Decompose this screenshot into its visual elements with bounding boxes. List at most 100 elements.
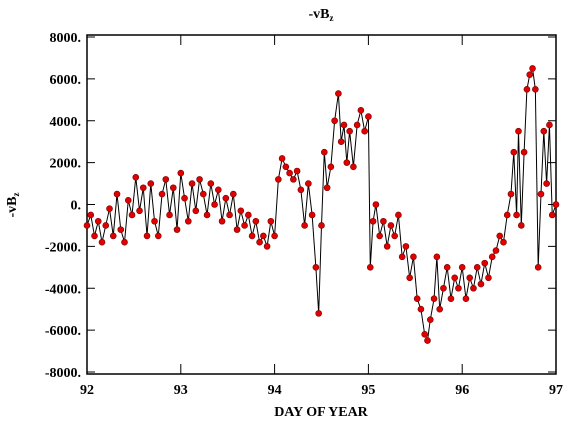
point — [357, 106, 365, 114]
point — [380, 217, 387, 225]
point — [433, 253, 441, 261]
point — [102, 222, 110, 229]
point — [430, 295, 438, 303]
point — [230, 190, 237, 198]
point — [203, 211, 211, 219]
point — [387, 222, 395, 229]
point — [335, 90, 342, 97]
point — [290, 176, 297, 183]
point — [188, 180, 196, 187]
point — [340, 121, 348, 129]
point — [470, 284, 477, 292]
point — [485, 274, 492, 282]
point — [523, 86, 531, 93]
point — [278, 155, 286, 162]
point — [503, 211, 511, 219]
point — [301, 222, 308, 229]
point — [517, 222, 525, 229]
point — [455, 284, 462, 292]
point — [218, 217, 226, 225]
point — [369, 217, 377, 225]
point — [241, 222, 248, 229]
point — [181, 194, 188, 202]
point — [200, 190, 207, 198]
point — [350, 163, 357, 171]
point — [513, 211, 520, 219]
point — [315, 310, 322, 317]
point — [410, 253, 417, 261]
point — [537, 190, 545, 198]
point — [496, 232, 504, 240]
point — [436, 305, 443, 313]
point — [424, 337, 431, 344]
point — [529, 65, 536, 72]
point — [440, 284, 447, 292]
point — [510, 148, 518, 156]
x-tick-label: 95 — [361, 383, 375, 398]
point — [451, 274, 458, 282]
point — [245, 211, 252, 219]
point — [248, 232, 256, 240]
point — [87, 211, 95, 219]
y-tick-label: -2000. — [45, 240, 81, 255]
y-tick-label: 8000. — [50, 31, 82, 46]
point — [136, 207, 143, 215]
point — [185, 217, 192, 225]
point — [154, 232, 162, 240]
point — [98, 238, 106, 246]
point — [263, 243, 271, 250]
y-tick-label: -8000. — [45, 366, 81, 381]
point — [128, 211, 136, 219]
point — [427, 316, 434, 323]
point — [500, 238, 507, 246]
point — [532, 86, 539, 93]
point — [139, 184, 147, 192]
point — [481, 259, 489, 267]
point — [376, 232, 383, 240]
point — [366, 264, 374, 271]
point — [207, 180, 215, 187]
ylabel-sub: z — [11, 193, 21, 197]
point — [331, 117, 338, 125]
point — [346, 127, 353, 135]
point — [147, 180, 155, 187]
point — [546, 121, 553, 129]
point — [402, 243, 410, 250]
point — [361, 127, 368, 135]
point — [466, 274, 474, 282]
point — [293, 167, 301, 175]
point — [151, 217, 158, 225]
point — [323, 184, 331, 192]
point — [540, 127, 548, 135]
x-tick-label: 97 — [549, 383, 563, 398]
point — [233, 226, 241, 233]
plot-frame — [86, 34, 557, 375]
ylabel-text: -vB — [5, 197, 20, 218]
point — [552, 201, 560, 208]
point — [132, 173, 140, 181]
point — [312, 264, 320, 271]
title-sub: z — [330, 13, 334, 23]
point — [507, 190, 515, 198]
point — [169, 184, 177, 192]
point — [143, 232, 151, 240]
point — [398, 253, 406, 261]
point — [318, 222, 325, 229]
y-tick-label: -4000. — [45, 282, 81, 297]
x-axis-label: DAY OF YEAR — [274, 405, 368, 420]
point — [447, 295, 455, 303]
point — [215, 186, 222, 194]
x-tick-label: 96 — [455, 383, 469, 398]
point — [417, 305, 425, 313]
point — [192, 207, 200, 215]
point — [406, 274, 413, 282]
y-axis-label: -vBz — [5, 193, 21, 218]
point — [286, 169, 293, 177]
point — [477, 280, 485, 288]
point — [443, 264, 451, 271]
point — [365, 113, 372, 120]
point — [543, 180, 550, 187]
point — [91, 232, 98, 240]
chart-title: -vBz — [309, 7, 334, 23]
